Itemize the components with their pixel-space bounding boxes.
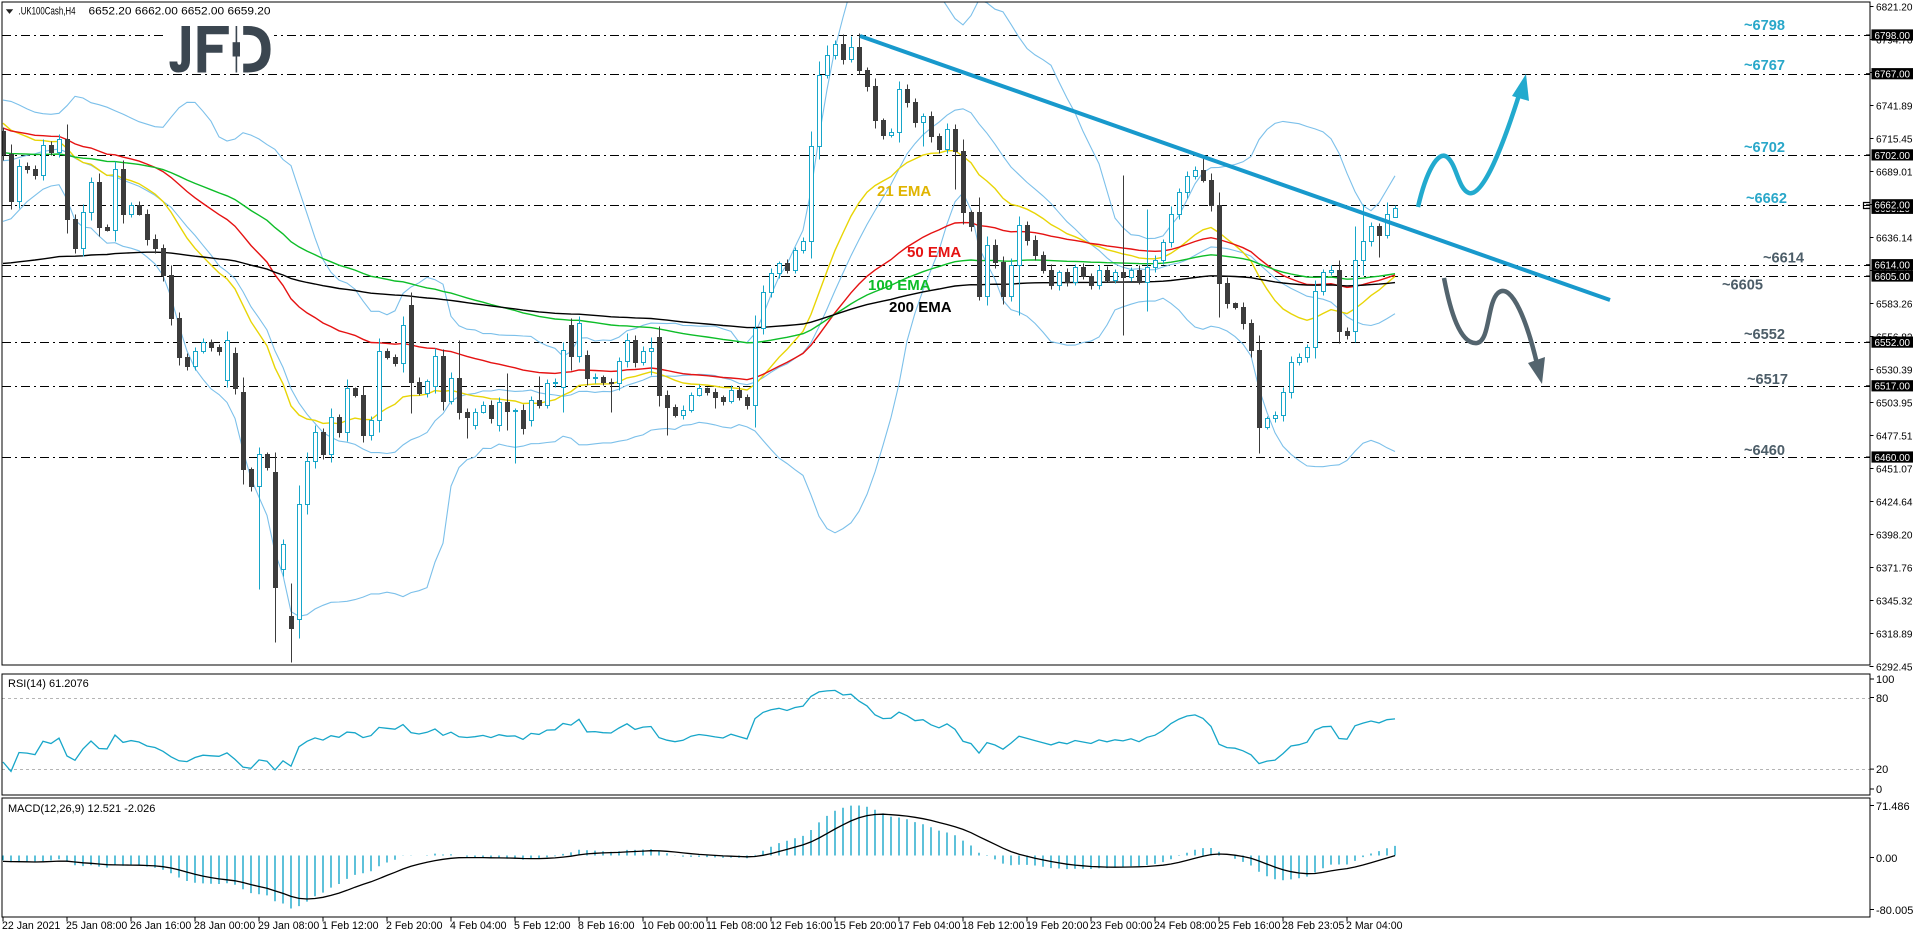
svg-text:4 Feb 04:00: 4 Feb 04:00 (450, 920, 507, 932)
svg-text:~6552: ~6552 (1744, 326, 1785, 343)
svg-text:200 EMA: 200 EMA (889, 299, 952, 316)
svg-text:6477.51: 6477.51 (1876, 430, 1913, 442)
svg-text:6318.89: 6318.89 (1876, 628, 1913, 640)
svg-text:15 Feb 20:00: 15 Feb 20:00 (834, 920, 897, 932)
svg-text:28 Feb 23:05: 28 Feb 23:05 (1282, 920, 1345, 932)
svg-text:11 Feb 08:00: 11 Feb 08:00 (706, 920, 768, 932)
svg-text:6741.89: 6741.89 (1876, 100, 1913, 112)
svg-text:6821.20: 6821.20 (1876, 1, 1913, 13)
svg-text:6517.00: 6517.00 (1875, 381, 1911, 393)
svg-text:~6605: ~6605 (1722, 277, 1763, 294)
svg-text:.UK100Cash,H4: .UK100Cash,H4 (19, 5, 76, 17)
svg-text:23 Feb 00:00: 23 Feb 00:00 (1090, 920, 1153, 932)
svg-text:18 Feb 12:00: 18 Feb 12:00 (962, 920, 1025, 932)
svg-text:12 Feb 16:00: 12 Feb 16:00 (770, 920, 833, 932)
svg-text:~6517: ~6517 (1747, 371, 1788, 388)
svg-text:6292.45: 6292.45 (1876, 661, 1913, 673)
svg-text:~6767: ~6767 (1744, 57, 1785, 74)
svg-text:21 EMA: 21 EMA (877, 183, 931, 200)
svg-text:6530.39: 6530.39 (1876, 364, 1913, 376)
svg-text:10 Feb 00:00: 10 Feb 00:00 (642, 920, 705, 932)
svg-text:MACD(12,26,9) 12.521 -2.026: MACD(12,26,9) 12.521 -2.026 (8, 803, 155, 815)
svg-text:6345.32: 6345.32 (1876, 595, 1913, 607)
svg-text:6652.20 6662.00 6652.00 6659.2: 6652.20 6662.00 6652.00 6659.20 (89, 5, 271, 17)
svg-text:17 Feb 04:00: 17 Feb 04:00 (898, 920, 961, 932)
svg-text:0: 0 (1876, 784, 1882, 796)
svg-text:29 Jan 08:00: 29 Jan 08:00 (258, 920, 319, 932)
svg-text:19 Feb 20:00: 19 Feb 20:00 (1026, 920, 1089, 932)
svg-text:-80.005: -80.005 (1876, 905, 1913, 917)
svg-text:6424.64: 6424.64 (1876, 496, 1913, 508)
svg-text:6702.00: 6702.00 (1875, 150, 1911, 162)
svg-text:0.00: 0.00 (1876, 853, 1897, 865)
svg-text:22 Jan 2021: 22 Jan 2021 (2, 920, 60, 932)
svg-text:6583.26: 6583.26 (1876, 298, 1913, 310)
svg-text:6636.14: 6636.14 (1876, 232, 1913, 244)
svg-text:6767.00: 6767.00 (1875, 69, 1911, 81)
svg-text:2 Feb 20:00: 2 Feb 20:00 (386, 920, 443, 932)
svg-text:~6798: ~6798 (1744, 17, 1785, 34)
svg-text:6371.76: 6371.76 (1876, 562, 1913, 574)
svg-text:80: 80 (1876, 693, 1888, 705)
svg-text:26 Jan 16:00: 26 Jan 16:00 (130, 920, 191, 932)
svg-text:20: 20 (1876, 764, 1888, 776)
svg-text:5 Feb 12:00: 5 Feb 12:00 (514, 920, 571, 932)
svg-text:6451.07: 6451.07 (1876, 463, 1913, 475)
svg-text:100 EMA: 100 EMA (868, 277, 931, 294)
svg-text:28 Jan 00:00: 28 Jan 00:00 (194, 920, 255, 932)
svg-text:6460.00: 6460.00 (1875, 452, 1911, 464)
svg-text:24 Feb 08:00: 24 Feb 08:00 (1154, 920, 1217, 932)
svg-text:6798.00: 6798.00 (1875, 30, 1911, 42)
svg-text:6614.00: 6614.00 (1875, 260, 1911, 272)
svg-text:6398.20: 6398.20 (1876, 529, 1913, 541)
svg-text:8 Feb 16:00: 8 Feb 16:00 (578, 920, 635, 932)
svg-text:6689.01: 6689.01 (1876, 166, 1913, 178)
svg-text:25 Feb 16:00: 25 Feb 16:00 (1218, 920, 1281, 932)
svg-text:~6662: ~6662 (1746, 190, 1787, 207)
svg-text:6503.95: 6503.95 (1876, 397, 1913, 409)
svg-text:RSI(14) 61.2076: RSI(14) 61.2076 (8, 678, 89, 690)
svg-text:6662.00: 6662.00 (1875, 200, 1911, 212)
svg-text:2 Mar 04:00: 2 Mar 04:00 (1346, 920, 1403, 932)
svg-text:1 Feb 12:00: 1 Feb 12:00 (322, 920, 379, 932)
svg-text:71.486: 71.486 (1876, 801, 1910, 813)
svg-text:~6614: ~6614 (1763, 250, 1805, 267)
svg-text:6552.00: 6552.00 (1875, 337, 1911, 349)
svg-text:~6460: ~6460 (1744, 442, 1785, 459)
svg-text:6605.00: 6605.00 (1875, 271, 1911, 283)
svg-text:25 Jan 08:00: 25 Jan 08:00 (66, 920, 127, 932)
svg-text:~6702: ~6702 (1744, 139, 1785, 156)
svg-text:6715.45: 6715.45 (1876, 133, 1913, 145)
svg-text:100: 100 (1876, 674, 1894, 686)
svg-text:50 EMA: 50 EMA (907, 244, 961, 261)
